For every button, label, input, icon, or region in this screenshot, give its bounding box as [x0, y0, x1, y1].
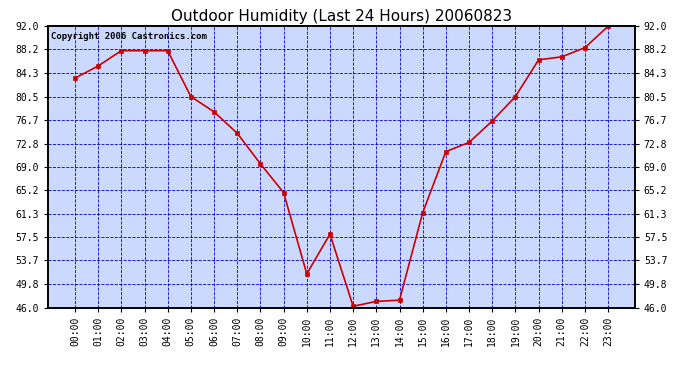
Title: Outdoor Humidity (Last 24 Hours) 20060823: Outdoor Humidity (Last 24 Hours) 2006082…: [171, 9, 512, 24]
Text: Copyright 2006 Castronics.com: Copyright 2006 Castronics.com: [51, 32, 207, 41]
